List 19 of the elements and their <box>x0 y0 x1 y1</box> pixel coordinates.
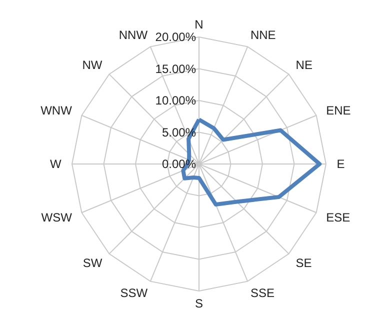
spoke-label: ENE <box>326 104 351 118</box>
y-tick-label: 20.00% <box>155 30 196 44</box>
spoke-label: ESE <box>326 210 350 224</box>
spoke-label: WSW <box>41 210 73 224</box>
spoke-label: WNW <box>40 104 73 118</box>
spoke-label: SW <box>82 256 103 270</box>
spoke-label: W <box>50 157 62 171</box>
spoke-label: SSE <box>250 286 274 300</box>
spoke-label: SE <box>296 256 312 270</box>
spoke-label: N <box>194 17 204 32</box>
y-tick-label: 15.00% <box>155 62 196 76</box>
spoke-label: S <box>194 296 204 311</box>
spoke-label: NNE <box>250 28 276 42</box>
spoke-label: NW <box>82 58 103 72</box>
spoke-label: NNW <box>118 28 148 42</box>
spoke-label: E <box>336 157 345 171</box>
spoke-label: NE <box>296 58 312 72</box>
spoke-label: SSW <box>120 286 148 300</box>
y-tick-label: 10.00% <box>155 94 196 108</box>
